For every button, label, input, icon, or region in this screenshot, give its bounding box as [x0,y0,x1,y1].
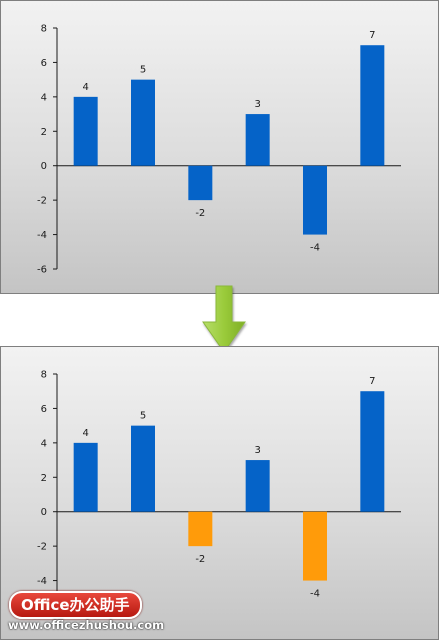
y-tick-label: -6 [37,265,47,276]
y-tick-label: -4 [37,576,47,587]
bar [245,460,270,512]
y-tick-label: 8 [41,24,47,35]
data-label: 5 [140,65,146,76]
bar [360,391,385,512]
bar [245,114,270,166]
chart-panel-original: 8 6 4 2 0 -2 -4 -6 4 5 -2 3 -4 7 [0,0,439,294]
y-tick-label: 6 [41,58,47,69]
data-label: -4 [310,589,320,600]
y-tick-label: 0 [41,161,47,172]
bar [73,96,98,166]
watermark: Office办公助手 www.officezhushou.com [6,591,196,637]
bar [131,425,155,512]
bar [188,511,213,547]
y-tick-label: 8 [41,370,47,381]
bar [131,79,155,166]
data-label: 3 [254,99,260,110]
bar [303,165,327,235]
data-label: 7 [369,30,375,41]
y-tick-label: 0 [41,507,47,518]
data-label: 3 [254,445,260,456]
data-label: -2 [195,208,205,219]
y-tick-label: 6 [41,404,47,415]
y-tick-label: -2 [37,196,47,207]
y-tick-label: -4 [37,230,47,241]
bar [303,511,327,581]
data-label: -4 [310,243,320,254]
y-tick-label: 4 [41,438,47,449]
data-label: 7 [369,376,375,387]
y-tick-label: 2 [41,127,47,138]
bar [360,45,385,166]
data-label: 4 [82,82,88,93]
bar [73,442,98,512]
y-tick-label: 2 [41,473,47,484]
data-label: 4 [82,428,88,439]
data-label: -2 [195,554,205,565]
y-tick-label: -2 [37,542,47,553]
watermark-badge: Office办公助手 [9,591,142,619]
down-arrow-icon [200,284,250,354]
y-tick-label: 4 [41,92,47,103]
bar-chart-original: 8 6 4 2 0 -2 -4 -6 4 5 -2 3 -4 7 [37,24,401,276]
data-label: 5 [140,411,146,422]
watermark-url: www.officezhushou.com [8,618,165,632]
bar [188,165,213,201]
